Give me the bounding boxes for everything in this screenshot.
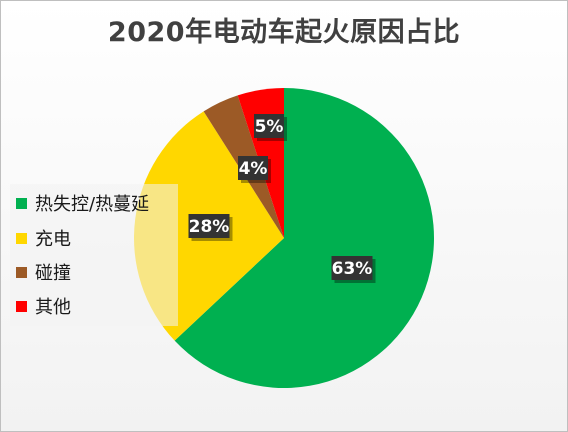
chart-title: 2020年电动车起火原因占比 bbox=[107, 17, 461, 48]
legend-item-charging: 充电 bbox=[16, 227, 71, 250]
data-label-other: 5% bbox=[254, 114, 287, 141]
data-label-text: 5% bbox=[255, 117, 284, 137]
legend-item-thermal-runaway: 热失控/热蔓延 bbox=[16, 192, 150, 215]
data-label-collision: 4% bbox=[238, 156, 271, 183]
data-label-thermal-runaway: 63% bbox=[331, 256, 376, 283]
legend-label: 充电 bbox=[35, 229, 71, 250]
data-label-charging: 28% bbox=[188, 214, 233, 241]
legend-label: 碰撞 bbox=[35, 263, 71, 284]
data-label-box bbox=[331, 256, 373, 280]
slice-thermal-runaway bbox=[174, 88, 434, 388]
data-label-text: 63% bbox=[332, 259, 373, 279]
data-label-box bbox=[188, 214, 230, 238]
data-label-box bbox=[254, 114, 284, 138]
pie-data-labels: 63% 28% 4% 5% bbox=[188, 114, 376, 283]
legend-swatch bbox=[16, 266, 27, 278]
legend-swatch bbox=[16, 197, 27, 209]
legend-item-collision: 碰撞 bbox=[16, 261, 71, 284]
data-label-text: 28% bbox=[189, 217, 230, 237]
legend-label: 热失控/热蔓延 bbox=[35, 194, 150, 215]
data-label-text: 4% bbox=[239, 159, 268, 179]
chart-legend: 热失控/热蔓延 充电 碰撞 其他 bbox=[10, 184, 178, 326]
legend-label: 其他 bbox=[35, 297, 71, 318]
legend-swatch bbox=[16, 300, 27, 312]
legend-swatch bbox=[16, 232, 27, 244]
data-label-box bbox=[238, 156, 268, 180]
legend-item-other: 其他 bbox=[16, 295, 71, 318]
